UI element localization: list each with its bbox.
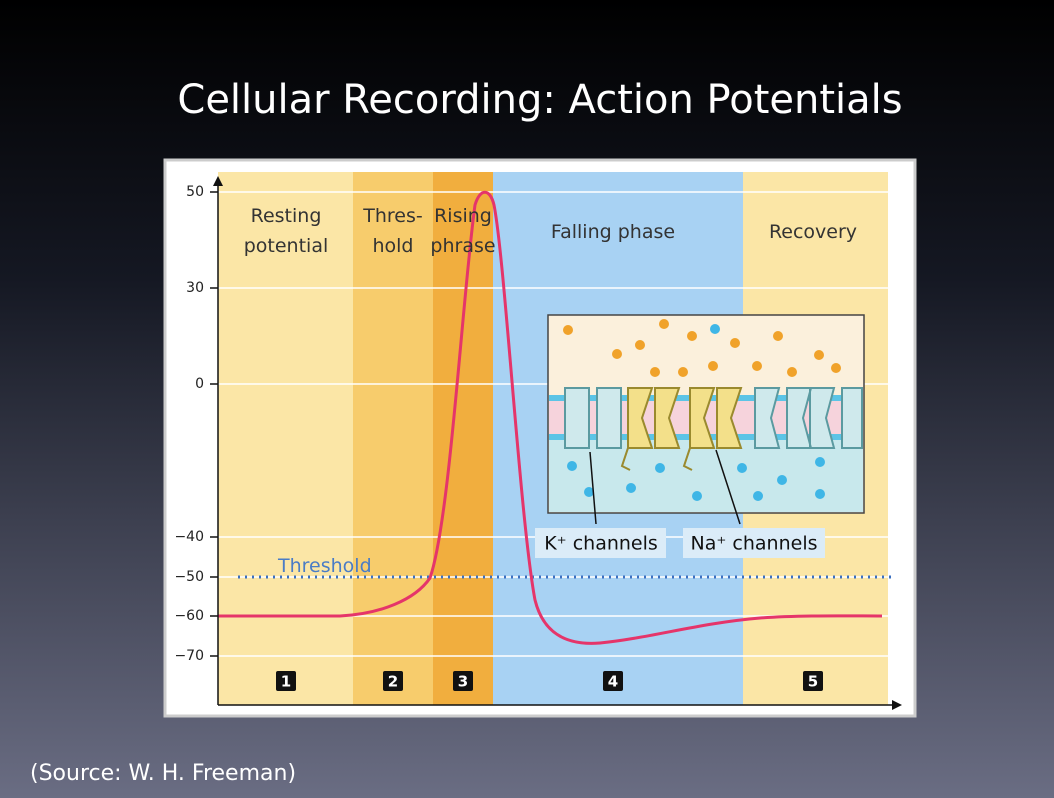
phase-number: 4 <box>608 673 618 691</box>
phase-badge <box>803 671 823 691</box>
channel-label: K⁺ channels <box>544 533 658 555</box>
y-tick-label: −60 <box>174 608 204 624</box>
phase-number: 5 <box>808 673 818 691</box>
phase-number: 2 <box>388 673 398 691</box>
phase-number: 3 <box>458 673 468 691</box>
phase-badge <box>276 671 296 691</box>
y-tick-label: −50 <box>174 569 204 585</box>
phase-label: Recovery <box>769 221 857 243</box>
slide-title: Cellular Recording: Action Potentials <box>177 77 902 123</box>
figure: Threshold <box>163 158 917 718</box>
y-tick-label: −70 <box>174 648 204 664</box>
phase-badge <box>603 671 623 691</box>
y-tick-label: 30 <box>186 280 204 296</box>
x-axis-arrow <box>892 700 902 710</box>
potential-curve <box>218 190 883 645</box>
phase-number: 1 <box>281 673 291 691</box>
phase-label: phrase <box>430 235 495 257</box>
y-tick-label: 0 <box>195 376 204 392</box>
phase-badge <box>453 671 473 691</box>
threshold-label: Threshold <box>277 555 372 577</box>
source-note: (Source: W. H. Freeman) <box>30 761 296 786</box>
phase-label: Thres- <box>362 205 423 227</box>
channel-inset: K⁺ channels Na⁺ channels <box>535 314 865 558</box>
y-tick-label: 50 <box>186 184 204 200</box>
phase-label: Falling phase <box>551 221 675 243</box>
y-tick-label: −40 <box>174 529 204 545</box>
phase-badge <box>383 671 403 691</box>
channel-label: Na⁺ channels <box>690 533 817 555</box>
phase-label: hold <box>372 235 413 257</box>
phase-label: potential <box>244 235 329 257</box>
phase-label: Rising <box>434 205 492 227</box>
y-axis-arrow <box>213 176 223 186</box>
phase-label: Resting <box>251 205 322 227</box>
